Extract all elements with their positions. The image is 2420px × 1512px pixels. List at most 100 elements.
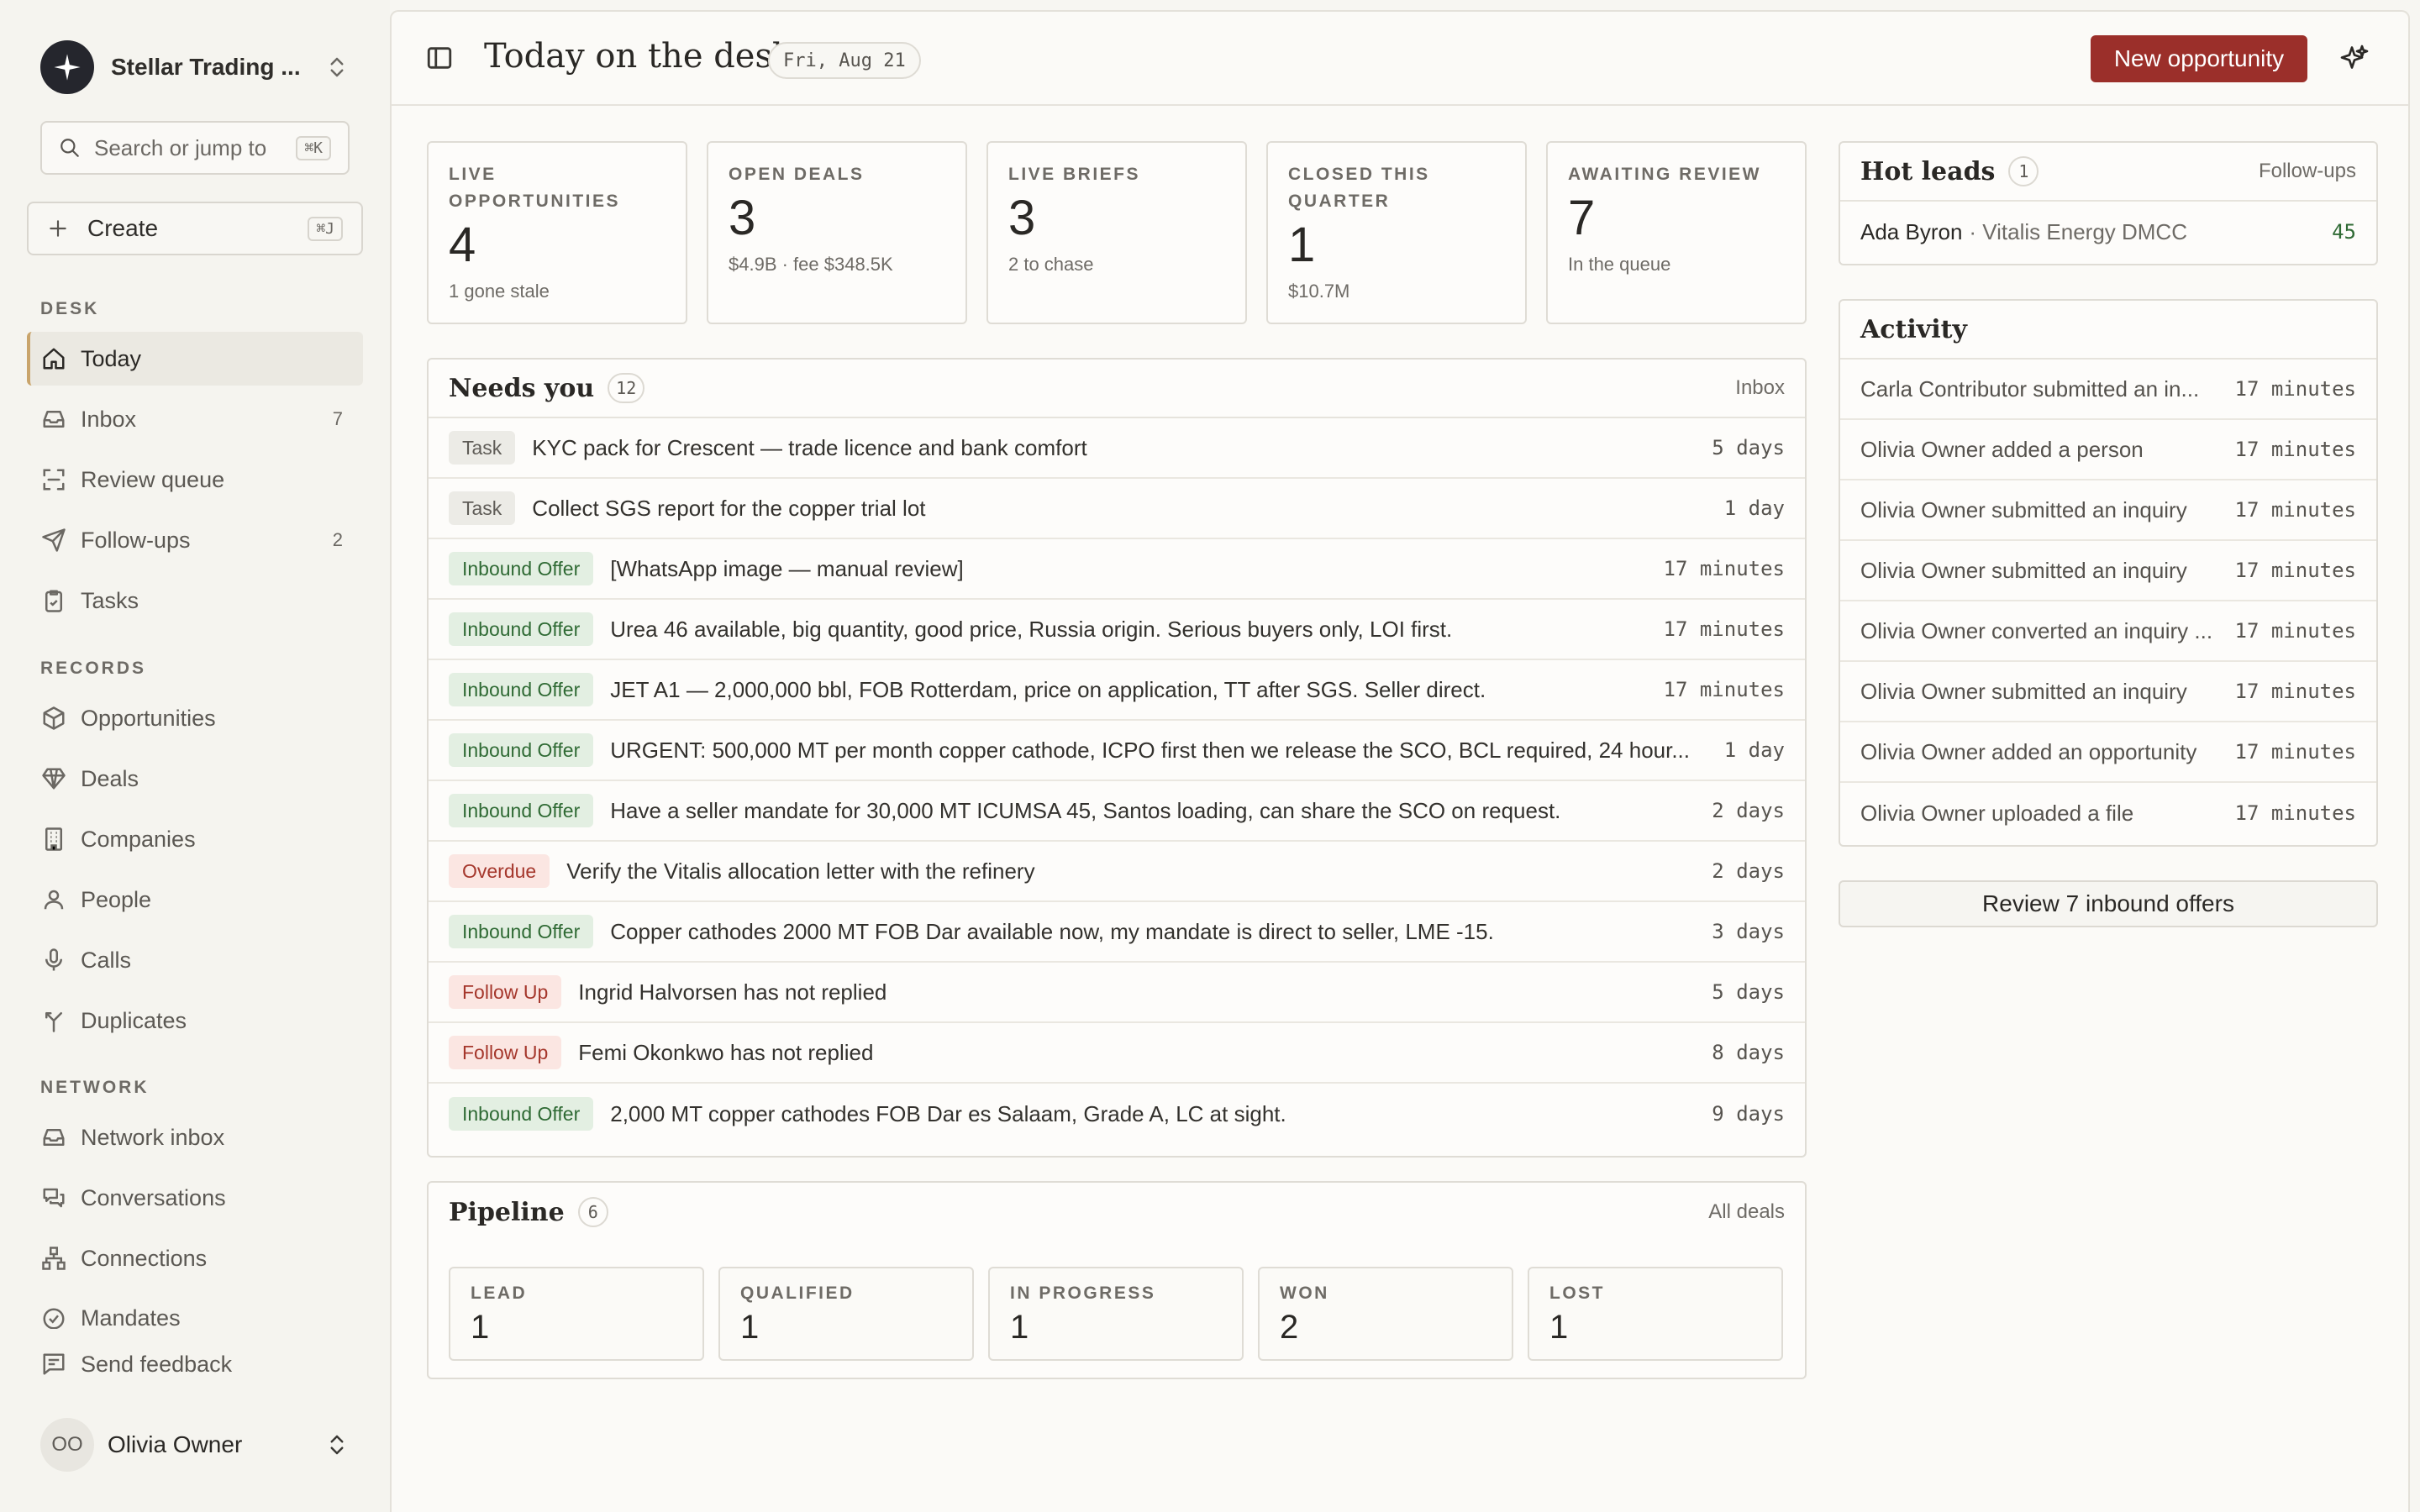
stat-value: 1 [1288,218,1316,272]
item-time: 5 days [1712,436,1785,459]
merge-icon [40,1007,67,1034]
sidebar-item-companies[interactable]: Companies [27,812,363,866]
list-item[interactable]: Olivia Owner added a person 17 minutes [1840,420,2376,480]
sidebar-item-today[interactable]: Today [27,332,363,386]
stage-label: QUALIFIED [740,1284,855,1303]
stat-card-closed-this-quarter[interactable]: CLOSED THIS QUARTER 1 $10.7M [1266,141,1527,324]
all-deals-link[interactable]: All deals [1708,1200,1785,1223]
section-label-records: RECORDS [40,659,147,678]
sidebar-item-people[interactable]: People [27,873,363,927]
pipeline-stage-qualified[interactable]: QUALIFIED 1 [718,1267,974,1361]
list-item[interactable]: Inbound Offer 2,000 MT copper cathodes FO… [429,1084,1805,1144]
section-label-desk: DESK [40,299,100,318]
list-item[interactable]: Olivia Owner submitted an inquiry 17 minu… [1840,662,2376,722]
pipeline-stage-won[interactable]: WON 2 [1258,1267,1513,1361]
stat-sub: 1 gone stale [449,281,550,302]
activity-time: 17 minutes [2234,680,2357,703]
item-text: [WhatsApp image — manual review] [610,555,964,581]
item-text: Femi Okonkwo has not replied [578,1039,874,1065]
hot-leads-panel: Hot leads 1 Follow-ups Ada Byron · Vital… [1839,141,2378,265]
type-tag: Follow Up [449,1036,562,1069]
sidebar-item-label: Companies [81,826,196,852]
sidebar-item-count: 7 [332,408,343,429]
list-item[interactable]: Carla Contributor submitted an in... 17 m… [1840,360,2376,420]
sidebar-item-deals[interactable]: Deals [27,752,363,806]
create-button[interactable]: Create ⌘J [27,202,363,255]
list-item[interactable]: Inbound Offer URGENT: 500,000 MT per mont… [429,721,1805,781]
list-item[interactable]: Task KYC pack for Crescent — trade licenc… [429,418,1805,479]
sparkle-icon[interactable] [2339,44,2370,74]
sidebar-item-label: Network inbox [81,1124,225,1150]
activity-text: Carla Contributor submitted an in... [1860,375,2200,402]
sidebar-item-conversations[interactable]: Conversations [27,1171,363,1225]
type-tag: Task [449,491,516,525]
sidebar-item-duplicates[interactable]: Duplicates [27,994,363,1047]
new-opportunity-button[interactable]: New opportunity [2091,35,2307,82]
pipeline-stage-in-progress[interactable]: IN PROGRESS 1 [988,1267,1244,1361]
list-item[interactable]: Follow Up Ingrid Halvorsen has not replie… [429,963,1805,1023]
sidebar-toggle-icon[interactable] [425,44,454,72]
list-item[interactable]: Overdue Verify the Vitalis allocation let… [429,842,1805,902]
list-item[interactable]: Inbound Offer Urea 46 available, big quan… [429,600,1805,660]
activity-text: Olivia Owner converted an inquiry ... [1860,617,2213,643]
list-item[interactable]: Follow Up Femi Okonkwo has not replied 8 d… [429,1023,1805,1084]
stage-value: 2 [1280,1309,1299,1346]
sidebar-item-opportunities[interactable]: Opportunities [27,691,363,745]
list-item[interactable]: Olivia Owner uploaded a file 17 minutes [1840,783,2376,843]
activity-text: Olivia Owner submitted an inquiry [1860,496,2187,522]
inbox-icon [40,1124,67,1151]
item-text: Verify the Vitalis allocation letter wit… [566,858,1035,884]
type-tag: Inbound Offer [449,612,594,646]
list-item[interactable]: Olivia Owner added an opportunity 17 minu… [1840,722,2376,783]
list-item[interactable]: Inbound Offer Copper cathodes 2000 MT FOB… [429,902,1805,963]
list-item[interactable]: Olivia Owner converted an inquiry ... 17 … [1840,601,2376,662]
sidebar-item-inbox[interactable]: Inbox 7 [27,392,363,446]
sidebar-item-label: Calls [81,947,132,973]
sidebar-item-network-inbox[interactable]: Network inbox [27,1110,363,1164]
list-item[interactable]: Task Collect SGS report for the copper tr… [429,479,1805,539]
workspace-switcher[interactable]: Stellar Trading ... [40,40,350,94]
activity-text: Olivia Owner added a person [1860,436,2144,462]
plus-icon [50,220,66,237]
list-item[interactable]: Ada Byron · Vitalis Energy DMCC 45 [1840,202,2376,262]
sidebar-item-review-queue[interactable]: Review queue [27,453,363,507]
stage-value: 1 [740,1309,760,1346]
stat-label: AWAITING REVIEW [1568,165,1762,184]
type-tag: Task [449,431,516,465]
sidebar-item-calls[interactable]: Calls [27,933,363,987]
scan-icon [40,466,67,493]
stat-card-live-briefs[interactable]: LIVE BRIEFS 3 2 to chase [986,141,1247,324]
panel-title: Hot leads [1860,156,1996,186]
user-menu[interactable]: OO Olivia Owner [40,1418,350,1472]
list-item[interactable]: Olivia Owner submitted an inquiry 17 minu… [1840,480,2376,541]
stat-card-awaiting-review[interactable]: AWAITING REVIEW 7 In the queue [1546,141,1807,324]
review-inbound-offers-button[interactable]: Review 7 inbound offers [1839,880,2378,927]
send-feedback-button[interactable]: Send feedback [27,1337,363,1391]
stat-card-open-deals[interactable]: OPEN DEALS 3 $4.9B · fee $348.5K [707,141,967,324]
item-text: Have a seller mandate for 30,000 MT ICUM… [610,797,1561,823]
clipboard-icon [40,587,67,614]
pipeline-stage-lost[interactable]: LOST 1 [1528,1267,1783,1361]
sidebar-item-connections[interactable]: Connections [27,1231,363,1285]
stat-value: 7 [1568,191,1596,245]
sidebar-item-label: Inbox [81,406,137,432]
stat-sub: $4.9B · fee $348.5K [729,254,893,275]
stat-value: 4 [449,218,476,272]
search-input[interactable]: Search or jump to ⌘K [40,121,350,175]
sidebar-item-label: Follow-ups [81,527,191,553]
list-item[interactable]: Inbound Offer JET A1 — 2,000,000 bbl, FOB… [429,660,1805,721]
panel-title: Needs you [449,373,595,403]
pipeline-stage-lead[interactable]: LEAD 1 [449,1267,704,1361]
sidebar-item-tasks[interactable]: Tasks [27,574,363,627]
follow-ups-link[interactable]: Follow-ups [2258,160,2356,182]
sidebar-item-mandates[interactable]: Mandates [27,1292,363,1329]
list-item[interactable]: Inbound Offer Have a seller mandate for 3… [429,781,1805,842]
inbox-link[interactable]: Inbox [1735,376,1785,399]
type-tag: Inbound Offer [449,673,594,706]
list-item[interactable]: Olivia Owner submitted an inquiry 17 minu… [1840,541,2376,601]
type-tag: Overdue [449,854,550,888]
list-item[interactable]: Inbound Offer [WhatsApp image — manual re… [429,539,1805,600]
sidebar-item-follow-ups[interactable]: Follow-ups 2 [27,513,363,567]
stat-card-live-opportunities[interactable]: LIVE OPPORTUNITIES 4 1 gone stale [427,141,687,324]
sidebar-item-label: Tasks [81,587,139,613]
